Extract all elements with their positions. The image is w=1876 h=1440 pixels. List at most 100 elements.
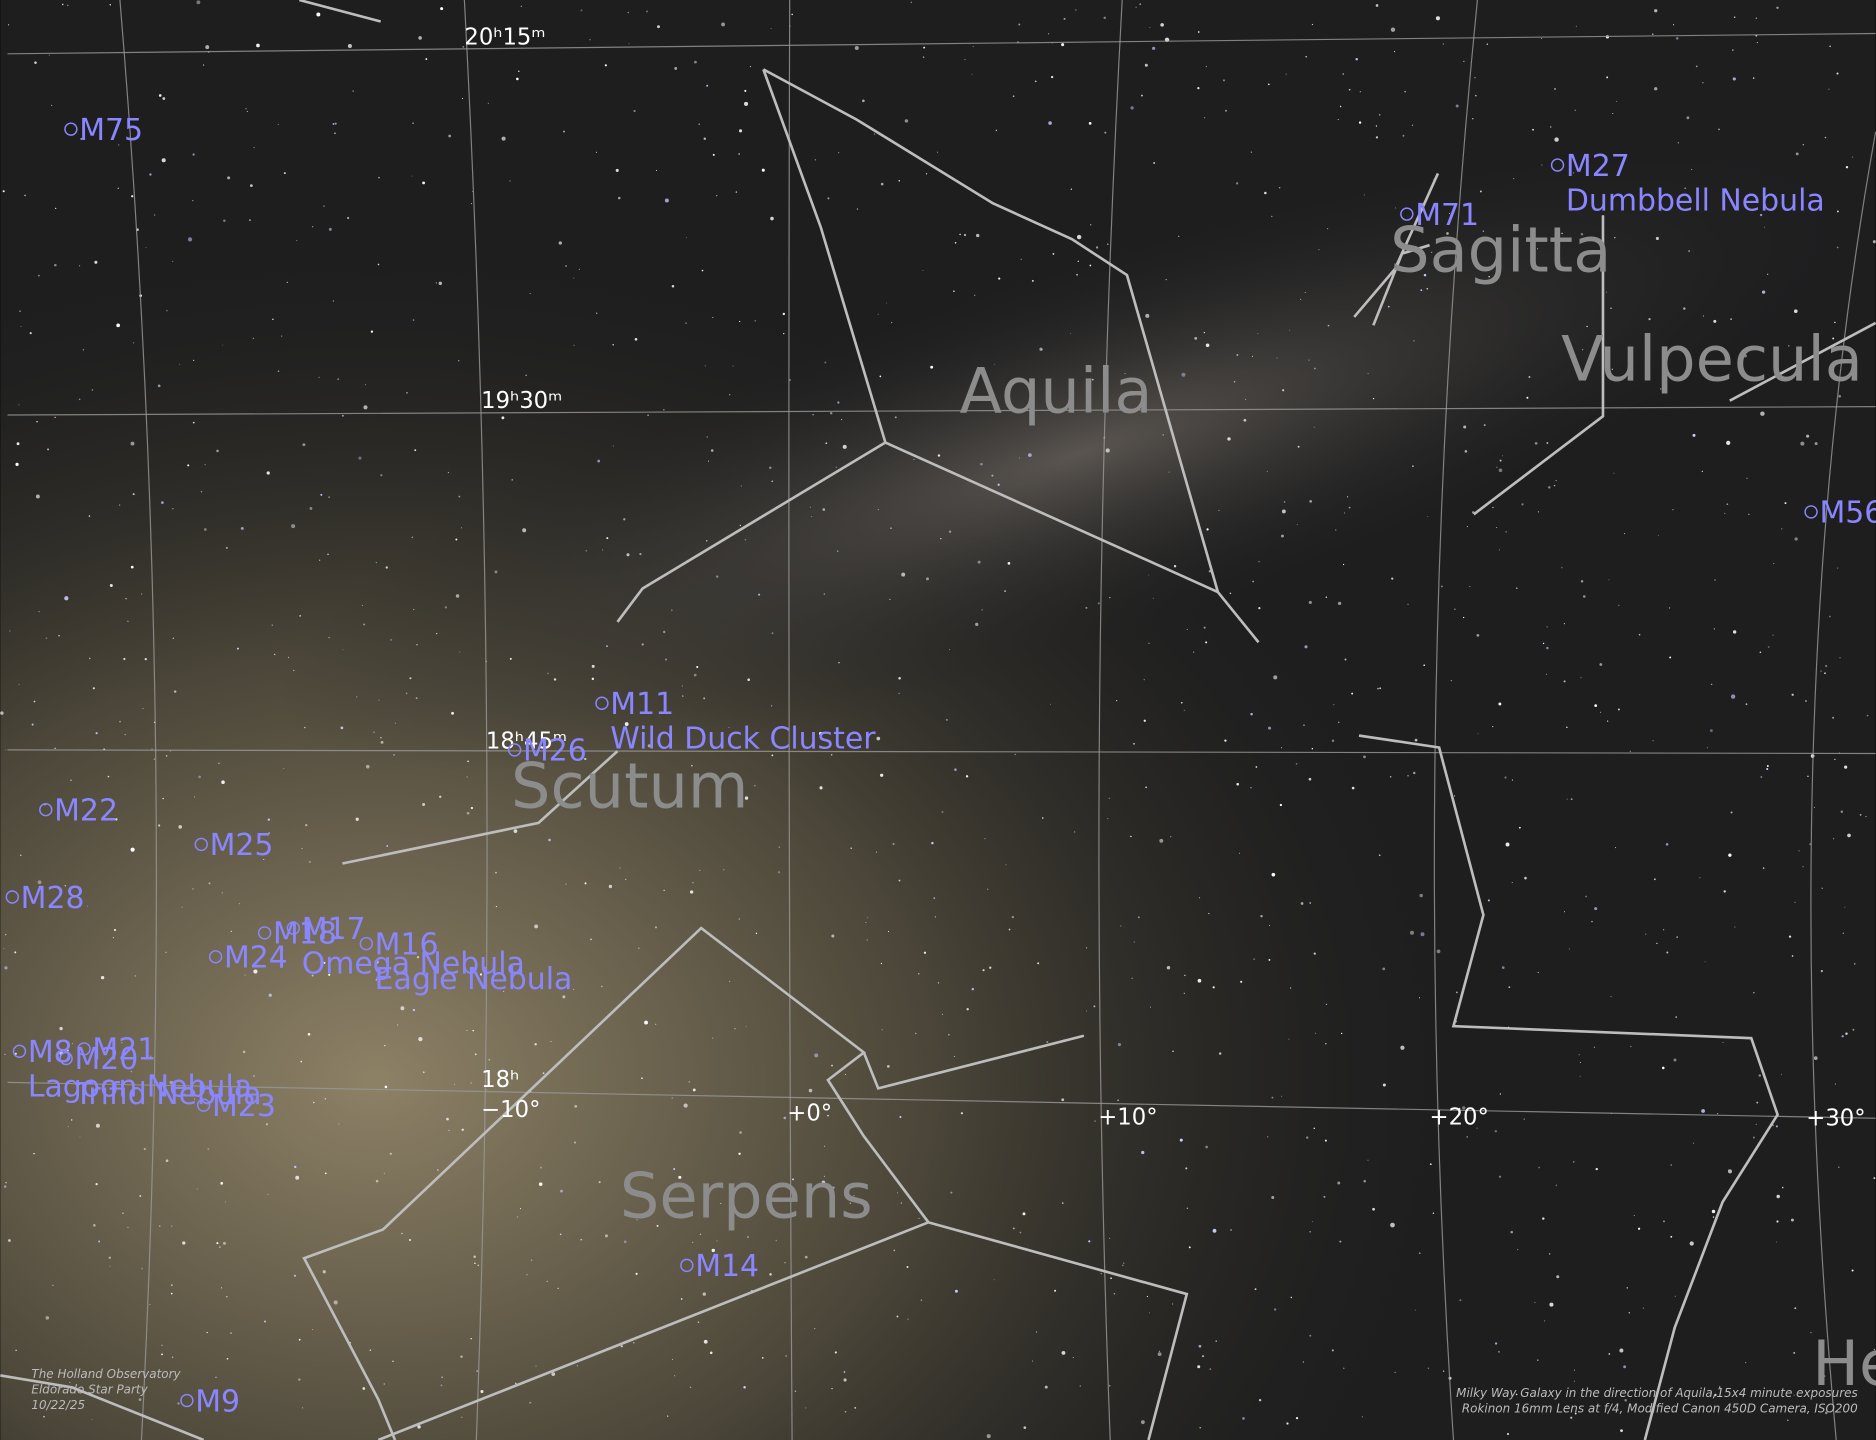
star [814,1053,818,1057]
star [744,102,748,106]
star [1753,992,1754,993]
star [702,270,704,272]
star [223,220,225,222]
star [974,295,975,296]
star [692,1242,693,1243]
star [1760,411,1764,415]
star [1368,373,1369,374]
star [1245,399,1246,400]
star [201,491,202,492]
star [182,907,183,908]
star [926,173,927,174]
star [716,195,717,196]
star [1610,996,1611,997]
star [1569,949,1570,950]
star [348,44,352,48]
star [470,1338,471,1339]
star [1781,1074,1782,1075]
star [1776,1195,1779,1198]
star [171,1225,172,1226]
star [1663,929,1664,930]
star [319,560,320,561]
star [1782,1187,1784,1189]
star [1312,748,1313,749]
star [1454,795,1455,796]
star [363,405,367,409]
star [1296,1417,1298,1419]
star [1144,720,1146,722]
star [585,882,587,884]
star [1180,1139,1183,1142]
star [899,1116,901,1118]
star [38,611,39,612]
star [1767,765,1769,767]
star [1683,307,1685,309]
star [1077,235,1081,239]
star [1272,873,1276,877]
star [1629,1312,1630,1313]
star [930,366,933,369]
star [1013,95,1015,97]
star [560,1190,563,1193]
star [1734,17,1735,18]
star [961,1112,963,1114]
star [123,658,125,660]
star [110,584,113,587]
star [1009,929,1011,931]
star [253,338,255,340]
star [122,1213,123,1214]
star [514,829,518,833]
star [1541,38,1542,39]
star [1576,26,1577,27]
star [1538,972,1539,973]
star [933,897,935,899]
star [316,13,320,17]
star [1258,561,1260,563]
star [886,302,887,303]
star [1634,1215,1635,1216]
star [15,1350,16,1351]
star [338,1123,339,1124]
star [1046,1041,1048,1043]
star [837,551,838,552]
star [149,1304,150,1305]
star [805,1407,806,1408]
star [471,807,473,809]
star [1051,76,1053,78]
star [996,130,997,131]
star [293,670,294,671]
star [629,43,630,44]
star [94,261,97,264]
star [1469,586,1470,587]
star [1430,1163,1432,1165]
star [302,848,303,849]
star [166,755,168,757]
star [1148,643,1149,644]
star [743,1386,746,1389]
star [1032,280,1034,282]
star [1318,249,1319,250]
star [1053,253,1055,255]
star [1309,500,1312,503]
star [938,454,940,456]
star [96,732,98,734]
star [1315,1033,1316,1034]
star [1717,1113,1718,1114]
star [874,133,875,134]
star [1699,877,1700,878]
star [1349,89,1351,91]
star [1376,4,1379,7]
star [1281,1096,1282,1097]
star [118,188,119,189]
star [1580,1062,1581,1063]
star [1197,1365,1200,1368]
star [745,539,746,540]
star [219,1246,221,1248]
star [953,290,954,291]
star [711,449,714,452]
star [1673,24,1674,25]
star [1407,775,1409,777]
star [1013,1227,1015,1229]
star [1343,73,1344,74]
star [966,775,968,777]
